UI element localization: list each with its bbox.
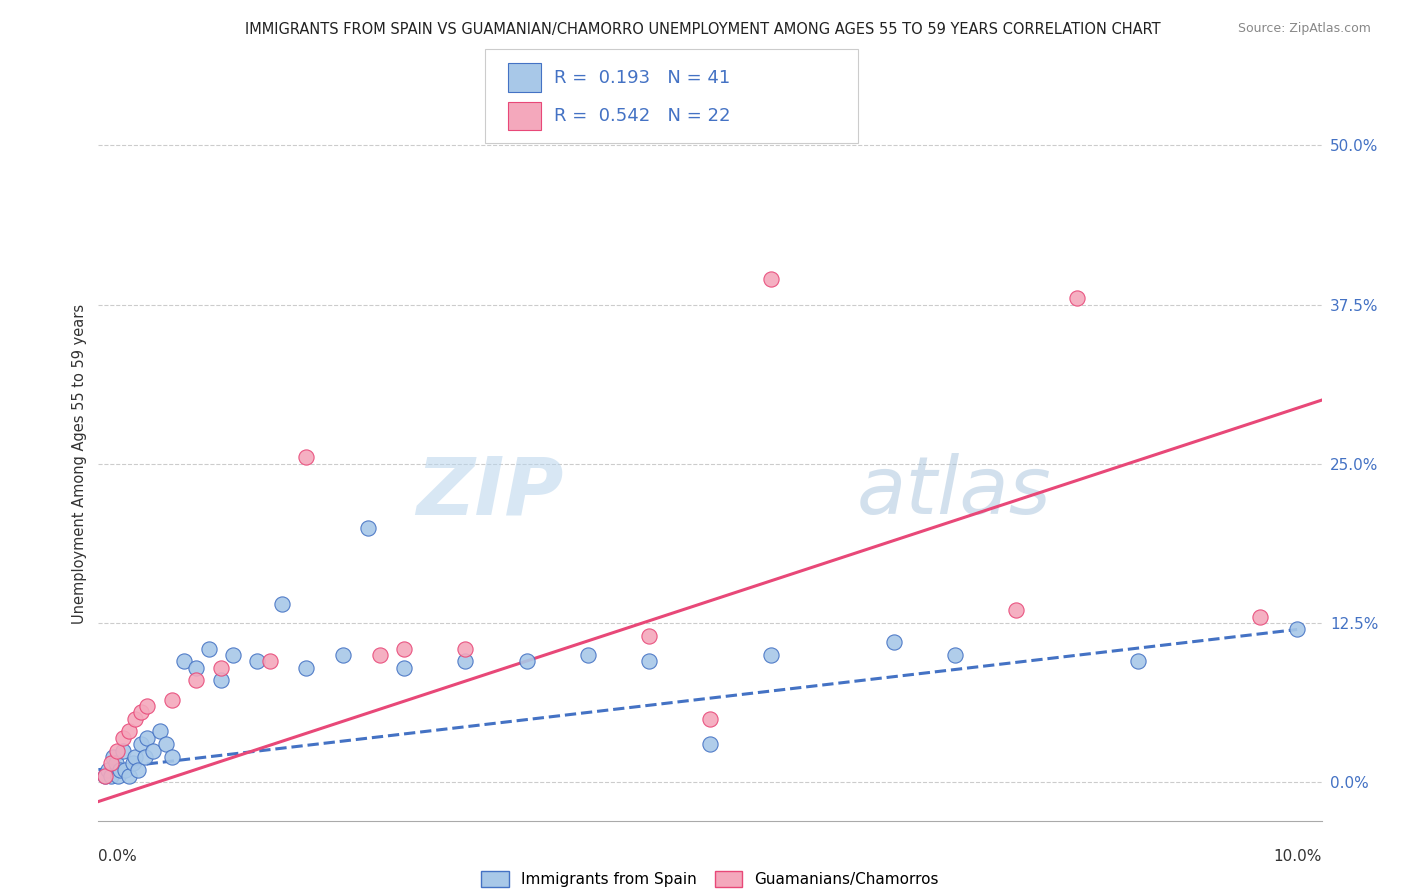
Point [160,692,183,706]
Point [761,648,783,662]
Point [392,641,416,656]
Point [142,743,165,757]
Point [356,520,378,534]
Point [124,712,146,726]
Point [129,706,152,720]
Point [105,743,128,757]
Point [516,654,538,668]
Point [259,654,281,668]
Point [222,648,245,662]
Point [943,648,966,662]
Text: atlas: atlas [856,453,1052,532]
Point [134,750,156,764]
Point [209,673,232,688]
Point [295,661,318,675]
Point [270,597,294,611]
Point [114,763,136,777]
Point [101,750,124,764]
Point [454,654,477,668]
Point [111,743,134,757]
Point [149,724,172,739]
Point [111,731,134,745]
Point [332,648,354,662]
Point [246,654,269,668]
Point [638,654,661,668]
Point [295,450,318,465]
Point [118,724,141,739]
Point [118,769,141,783]
Point [368,648,391,662]
Point [1250,609,1272,624]
Text: ZIP: ZIP [416,453,564,532]
Point [699,712,721,726]
Point [186,673,208,688]
Point [136,731,159,745]
Point [93,769,115,783]
Point [107,769,129,783]
Point [121,756,143,771]
Y-axis label: Unemployment Among Ages 55 to 59 years: Unemployment Among Ages 55 to 59 years [72,304,87,624]
Point [173,654,195,668]
Point [160,750,183,764]
Point [100,756,122,771]
Legend: Immigrants from Spain, Guamanians/Chamorros: Immigrants from Spain, Guamanians/Chamor… [474,863,946,892]
Text: 10.0%: 10.0% [1274,849,1322,863]
Point [1066,291,1088,305]
Point [699,737,721,751]
Point [186,661,208,675]
Point [127,763,149,777]
Point [1286,623,1309,637]
Point [129,737,152,751]
Point [638,629,661,643]
Text: R =  0.193   N = 41: R = 0.193 N = 41 [554,69,730,87]
Point [93,769,115,783]
Point [97,763,120,777]
Point [883,635,905,649]
Point [761,272,783,286]
Point [104,756,127,771]
Text: Source: ZipAtlas.com: Source: ZipAtlas.com [1237,22,1371,36]
Point [1128,654,1150,668]
Point [209,661,232,675]
Point [454,641,477,656]
Text: 0.0%: 0.0% [98,849,138,863]
Point [197,641,219,656]
Point [100,769,122,783]
Point [124,750,146,764]
Text: IMMIGRANTS FROM SPAIN VS GUAMANIAN/CHAMORRO UNEMPLOYMENT AMONG AGES 55 TO 59 YEA: IMMIGRANTS FROM SPAIN VS GUAMANIAN/CHAMO… [245,22,1161,37]
Point [136,698,159,713]
Point [155,737,177,751]
Point [576,648,599,662]
Point [110,763,132,777]
Point [1004,603,1026,617]
Text: R =  0.542   N = 22: R = 0.542 N = 22 [554,107,731,125]
Point [392,661,416,675]
